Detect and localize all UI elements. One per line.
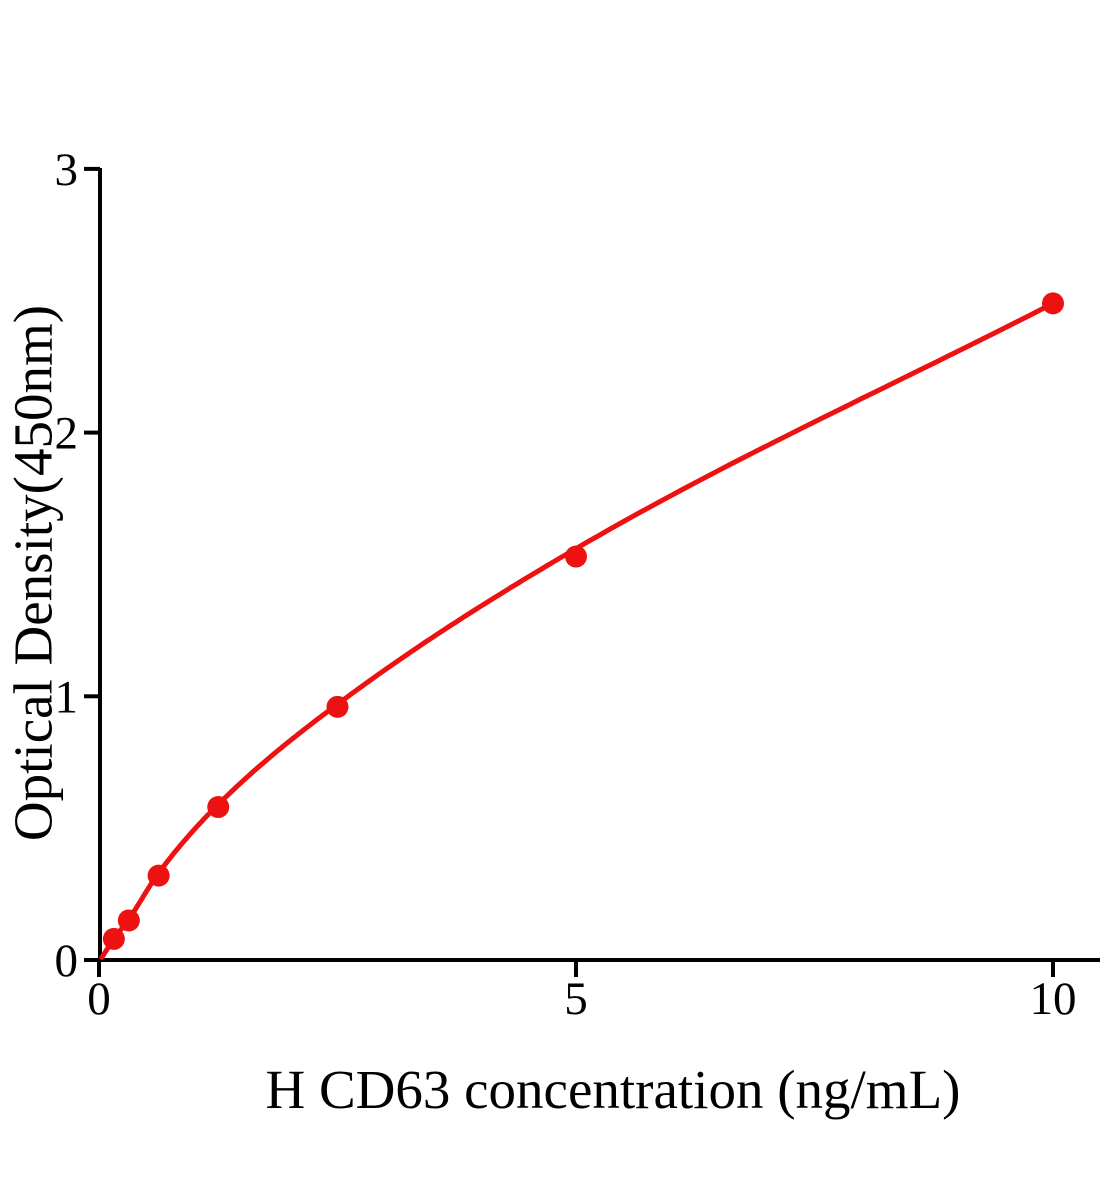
x-tick-label: 10 <box>1030 973 1077 1025</box>
y-tick-label: 1 <box>55 671 79 723</box>
data-point <box>1042 292 1064 315</box>
y-tick-label: 2 <box>55 408 79 460</box>
data-point <box>326 695 349 718</box>
data-point <box>147 864 170 887</box>
fit-curve <box>99 300 1056 960</box>
x-axis-title: H CD63 concentration (ng/mL) <box>265 1059 961 1120</box>
y-tick-label: 3 <box>55 144 79 196</box>
data-point <box>207 796 230 819</box>
data-point <box>565 545 587 568</box>
y-tick-label: 0 <box>55 935 79 987</box>
data-point <box>102 927 125 950</box>
data-point <box>117 909 140 932</box>
x-tick-label: 0 <box>87 973 111 1025</box>
y-axis-title: Optical Density(450nm) <box>2 304 64 842</box>
x-tick-label: 5 <box>564 973 588 1025</box>
